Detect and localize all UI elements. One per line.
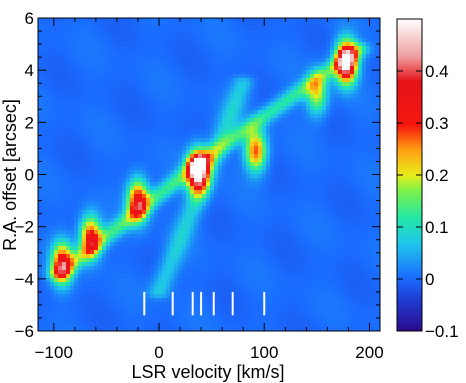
colorbar-tick-label: 0.3 (425, 114, 449, 133)
heatmap-image (38, 18, 380, 331)
colorbar-tick-label: 0.4 (425, 62, 449, 81)
colorbar-tick-label: 0 (425, 270, 434, 289)
y-tick-label: 4 (25, 61, 34, 80)
x-tick-label: −100 (35, 343, 73, 362)
y-tick-label: 0 (25, 166, 34, 185)
velocity-markers (143, 291, 266, 316)
y-tick-label: −2 (15, 218, 34, 237)
x-tick-label: 0 (154, 343, 163, 362)
y-tick-label: 6 (25, 9, 34, 28)
y-axis-label: R.A. offset [arcsec] (0, 99, 20, 251)
y-tick-label-bottom: −6 (15, 322, 34, 341)
colorbar-tick-label: 0.2 (425, 166, 449, 185)
colorbar-tick-label: −0.1 (425, 322, 459, 341)
y-tick-label: 2 (25, 113, 34, 132)
axis-ticks (38, 17, 380, 332)
x-axis-label: LSR velocity [km/s] (131, 362, 284, 382)
x-tick-label: 200 (355, 343, 383, 362)
colorbar-ticks (397, 70, 422, 332)
colorbar-tick-label: 0.1 (425, 218, 449, 237)
x-tick-label: 100 (250, 343, 278, 362)
y-tick-label: −4 (15, 270, 34, 289)
